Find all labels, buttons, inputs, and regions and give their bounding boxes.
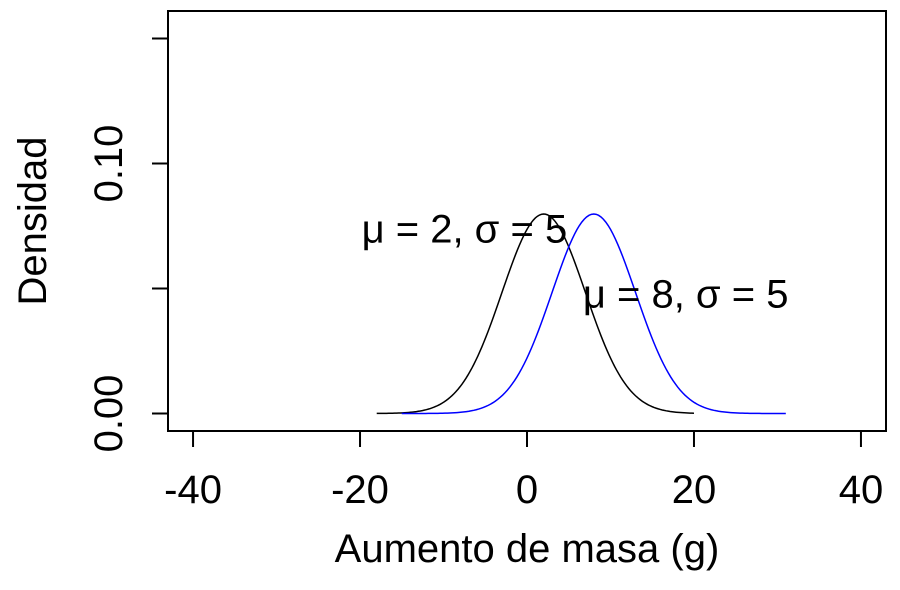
series-line-1 bbox=[376, 213, 694, 415]
series-layer bbox=[376, 213, 786, 415]
y-axis: 0.00 0.10 bbox=[87, 37, 169, 453]
x-tick-label: -40 bbox=[164, 468, 222, 512]
annotation-2: μ = 8, σ = 5 bbox=[583, 273, 789, 317]
x-tick-label: 20 bbox=[672, 468, 717, 512]
series-line-2 bbox=[401, 213, 786, 415]
x-axis: -40 -20 0 20 40 bbox=[164, 430, 884, 512]
x-tick-label: 0 bbox=[516, 468, 538, 512]
annotation-layer: μ = 2, σ = 5 μ = 8, σ = 5 bbox=[362, 208, 789, 317]
annotation-1: μ = 2, σ = 5 bbox=[362, 208, 568, 252]
x-tick-label: -20 bbox=[331, 468, 389, 512]
y-tick-label: 0.10 bbox=[87, 125, 131, 203]
y-tick-label: 0.00 bbox=[87, 375, 131, 453]
x-axis-title: Aumento de masa (g) bbox=[335, 527, 720, 571]
x-tick-label: 40 bbox=[839, 468, 884, 512]
y-axis-title: Densidad bbox=[11, 136, 55, 305]
